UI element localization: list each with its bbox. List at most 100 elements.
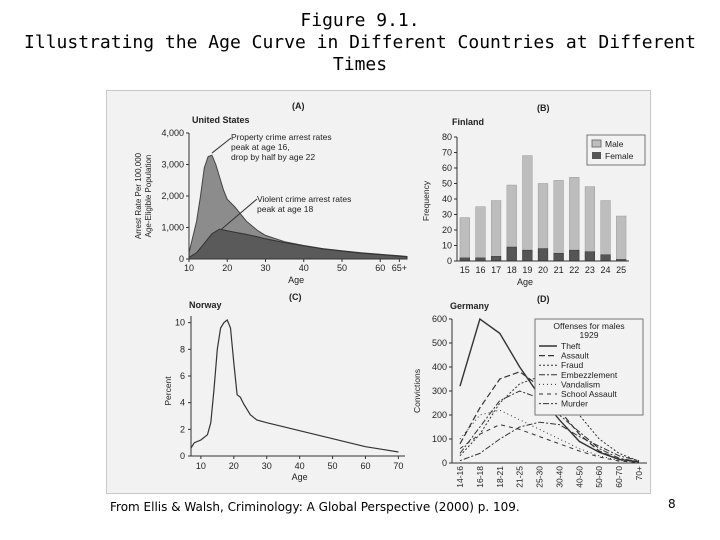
panel-b-bar-male bbox=[553, 180, 564, 262]
panel-a-ytick-label: 4,000 bbox=[161, 128, 184, 138]
panel-d-xtick-label: 25-30 bbox=[535, 466, 545, 488]
panel-b-bar-male bbox=[459, 217, 470, 262]
panel-b-bar-female bbox=[506, 246, 517, 262]
panel-d-line-school-assault bbox=[459, 424, 640, 463]
panel-a-ylabel-1: Arrest Rate Per 100,000 bbox=[134, 152, 143, 239]
panel-b-bar-female bbox=[490, 256, 502, 262]
panel-d-label: (D) bbox=[537, 294, 550, 304]
panel-a-xlabel: Age bbox=[288, 275, 304, 285]
panel-d-xtick-label: 70+ bbox=[634, 466, 644, 480]
panel-a-ytick-label: 2,000 bbox=[161, 191, 184, 201]
panel-b-bar-male bbox=[616, 215, 627, 262]
panel-c-ytick-label: 0 bbox=[180, 451, 185, 461]
panel-d-xtick-label: 30-40 bbox=[554, 466, 564, 488]
panel-b-bar-male bbox=[600, 200, 611, 262]
figure-title: Figure 9.1. Illustrating the Age Curve i… bbox=[0, 10, 720, 76]
panel-d-ytick-label: 300 bbox=[432, 386, 447, 396]
panel-b-bar-female bbox=[600, 254, 611, 262]
panel-b-xtick-label: 23 bbox=[585, 265, 595, 275]
panel-b-ytick-label: 40 bbox=[442, 194, 452, 204]
panel-d-legend-item: Murder bbox=[561, 399, 588, 409]
panel-c-title: Norway bbox=[189, 300, 222, 310]
panel-b-xtick-label: 25 bbox=[616, 265, 626, 275]
panel-a-annotation-property: peak at age 16, bbox=[231, 142, 290, 152]
panel-b-bar-male bbox=[475, 206, 486, 262]
panel-c-ytick-label: 8 bbox=[180, 344, 185, 354]
panel-d-legend-item: Assault bbox=[561, 351, 590, 361]
panel-b-bar-female bbox=[553, 253, 564, 262]
panel-c-ylabel: Percent bbox=[163, 376, 173, 406]
panel-d-ytick-label: 400 bbox=[432, 362, 447, 372]
panel-a-annotation-property-pointer bbox=[211, 137, 232, 154]
panel-c-xtick-label: 50 bbox=[328, 461, 338, 471]
panel-a-title: United States bbox=[192, 115, 250, 125]
panel-b-xlabel: Age bbox=[517, 277, 533, 287]
panel-d-ytick-label: 500 bbox=[432, 338, 447, 348]
source-caption: From Ellis & Walsh, Criminology: A Globa… bbox=[110, 500, 520, 514]
panel-d-ytick-label: 0 bbox=[442, 458, 447, 468]
page-number: 8 bbox=[668, 497, 676, 511]
panel-c-xtick-label: 10 bbox=[196, 461, 206, 471]
panel-b-bar-male bbox=[490, 200, 502, 262]
panel-d-ytick-label: 600 bbox=[432, 314, 447, 324]
panel-a-ylabel-2: Age-Eligible Population bbox=[144, 155, 153, 238]
panel-a-xtick-label: 50 bbox=[337, 263, 347, 273]
title-line-2: Illustrating the Age Curve in Different … bbox=[24, 32, 696, 53]
panel-b-legend-swatch-female bbox=[592, 152, 601, 159]
panel-c-ytick-label: 6 bbox=[180, 371, 185, 381]
panel-c-ytick-label: 4 bbox=[180, 398, 185, 408]
figure-canvas: (A) United States 0 1,000 2,000 3,000 4,000 10 2… bbox=[134, 101, 647, 488]
panel-b-bar-female bbox=[584, 251, 596, 262]
panel-b-label: (B) bbox=[537, 103, 550, 113]
panel-a-annotation-violent: Violent crime arrest rates bbox=[257, 194, 351, 204]
panel-b-legend-male: Male bbox=[605, 139, 624, 149]
panel-a-violent-area bbox=[188, 228, 408, 260]
panel-b-legend-female: Female bbox=[605, 151, 634, 161]
panel-b-bar-male bbox=[569, 177, 580, 262]
panel-b-xtick-label: 20 bbox=[538, 265, 548, 275]
panel-b-ytick-label: 70 bbox=[442, 148, 452, 158]
panel-a-xtick-label: 60 bbox=[375, 263, 385, 273]
panel-b-ytick-label: 20 bbox=[442, 225, 452, 235]
scanned-figure: (A) United States 0 1,000 2,000 3,000 4,000 10 2… bbox=[106, 90, 651, 494]
panel-a-xtick-label: 40 bbox=[299, 263, 309, 273]
panel-d-xtick-label: 16-18 bbox=[475, 466, 485, 488]
panel-b-xtick-label: 17 bbox=[491, 265, 501, 275]
panel-c-xtick-label: 40 bbox=[295, 461, 305, 471]
panel-a-annotation-violent: peak at age 18 bbox=[257, 204, 314, 214]
panel-d-xtick-label: 21-25 bbox=[515, 466, 525, 488]
panel-d-ytick-label: 100 bbox=[432, 434, 447, 444]
panel-b-ylabel: Frequency bbox=[421, 180, 431, 221]
panel-d-legend-item: Vandalism bbox=[561, 379, 600, 389]
panel-a-xtick-label: 20 bbox=[222, 263, 232, 273]
panel-d-xtick-label: 18-21 bbox=[495, 466, 505, 488]
panel-b-bar-female bbox=[569, 249, 580, 262]
panel-a-xtick-label: 30 bbox=[260, 263, 270, 273]
panel-d-xtick-label: 14-16 bbox=[455, 466, 465, 488]
panel-b-xtick-label: 24 bbox=[601, 265, 611, 275]
panel-b-ytick-label: 50 bbox=[442, 179, 452, 189]
panel-d-ytick-label: 200 bbox=[432, 410, 447, 420]
panel-d-legend-item: Theft bbox=[561, 341, 581, 351]
panel-b-ytick-label: 60 bbox=[442, 163, 452, 173]
panel-b-xtick-label: 16 bbox=[475, 265, 485, 275]
panel-b-xtick-label: 18 bbox=[507, 265, 517, 275]
panel-d-legend-item: Embezzlement bbox=[561, 370, 618, 380]
panel-b-ytick-label: 80 bbox=[442, 132, 452, 142]
panel-b-xtick-label: 21 bbox=[554, 265, 564, 275]
panel-b-bar-female bbox=[522, 249, 533, 262]
panel-b-xtick-label: 19 bbox=[522, 265, 532, 275]
panel-c-label: (C) bbox=[289, 292, 302, 302]
panel-a-ytick-label: 1,000 bbox=[161, 223, 184, 233]
panel-b-legend-swatch-male bbox=[591, 139, 602, 148]
panel-c-xtick-label: 60 bbox=[360, 461, 370, 471]
panel-a-label: (A) bbox=[292, 101, 305, 111]
panel-d-legend-item: School Assault bbox=[561, 389, 617, 399]
panel-b-title: Finland bbox=[452, 117, 484, 127]
panel-b-bar-male bbox=[522, 155, 533, 262]
panel-d-xtick-label: 50-60 bbox=[594, 466, 604, 488]
panel-d-legend-year: 1929 bbox=[580, 330, 599, 340]
panel-b-xtick-label: 15 bbox=[460, 265, 470, 275]
panel-d-legend-title: Offenses for males bbox=[553, 321, 624, 331]
panel-a-annotation-property: Property crime arrest rates bbox=[231, 132, 332, 142]
